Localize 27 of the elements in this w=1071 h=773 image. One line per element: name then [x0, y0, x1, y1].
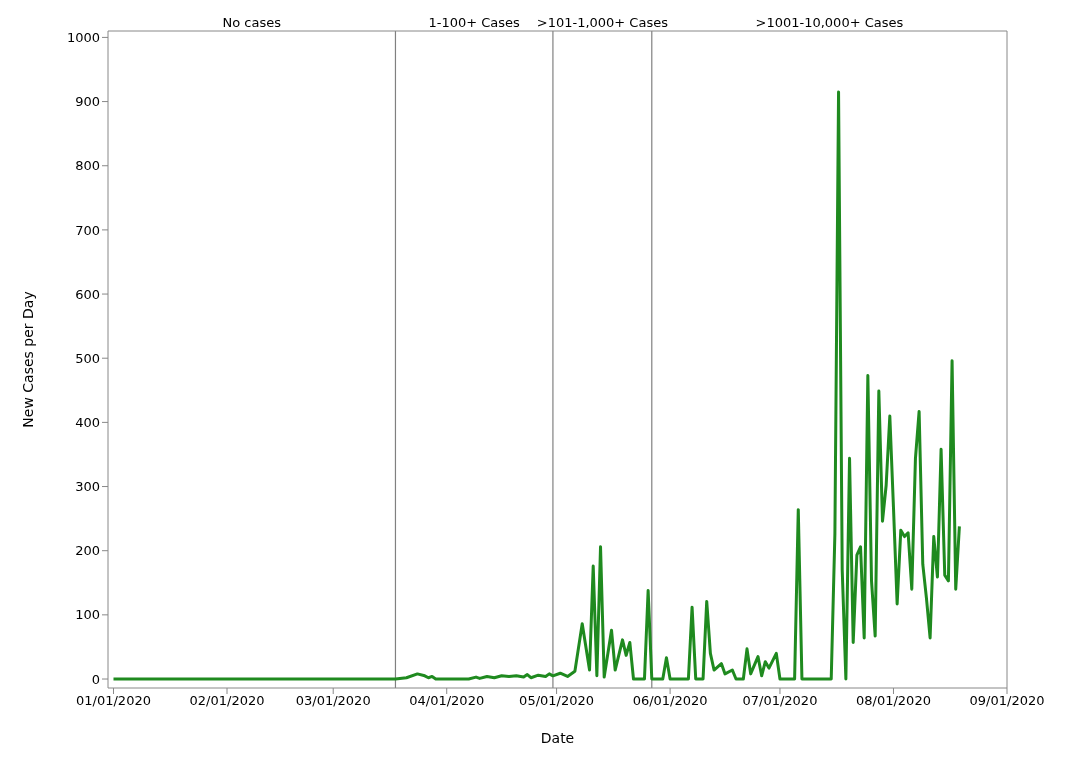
y-tick-label: 600: [75, 286, 100, 302]
y-tick-label: 400: [75, 414, 100, 430]
x-axis-title: Date: [540, 730, 575, 746]
x-tick-label: 03/01/2020: [295, 693, 371, 709]
x-tick-label: 08/01/2020: [856, 693, 931, 709]
x-tick-label: 04/01/2020: [409, 693, 485, 709]
line-series: [111, 90, 961, 681]
text: >101-1,000+ Cases: [536, 15, 669, 30]
y-tick-label: 500: [75, 350, 100, 366]
y-tick-label: 300: [75, 479, 100, 495]
y-tick-label: 1000: [66, 30, 100, 46]
x-tick-label: 01/01/2020: [76, 693, 151, 709]
x-tick-label: 02/01/2020: [189, 693, 265, 709]
text: No cases: [222, 15, 282, 30]
x-tick-label: 06/01/2020: [632, 693, 708, 709]
y-tick-label: 100: [75, 607, 100, 623]
y-tick-label: 800: [75, 158, 100, 174]
y-tick-label: 900: [75, 94, 100, 110]
y-axis-title: New Cases per Day: [19, 291, 36, 428]
y-tick-label: 0: [91, 671, 100, 687]
text: >1001-10,000+ Cases: [755, 15, 904, 30]
y-tick-label: 200: [75, 543, 100, 559]
text: 1-100+ Cases: [428, 15, 521, 30]
x-tick-label: 09/01/2020: [969, 693, 1045, 709]
y-tick-label: 700: [75, 222, 100, 238]
x-tick-label: 07/01/2020: [742, 693, 818, 709]
x-tick-label: 05/01/2020: [519, 693, 595, 709]
